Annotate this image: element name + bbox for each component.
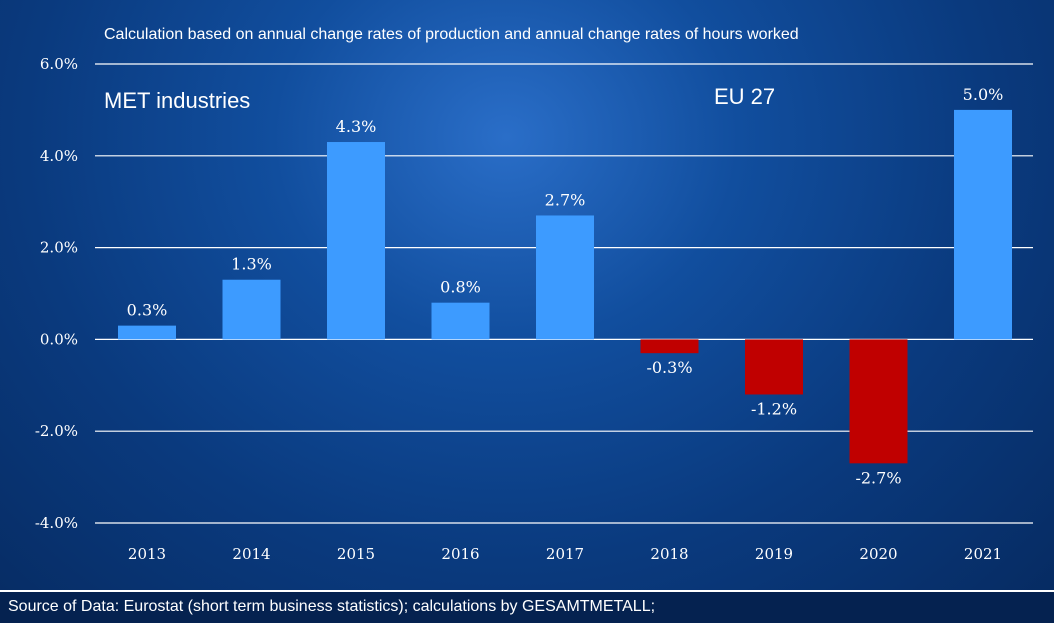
data-label-2016: 0.8%	[440, 278, 481, 297]
bar-2016	[431, 302, 490, 340]
y-tick-label: 4.0%	[40, 147, 78, 165]
data-label-2013: 0.3%	[127, 301, 168, 320]
bar-2020	[849, 339, 908, 464]
y-tick-label: 6.0%	[40, 55, 78, 73]
x-tick-label: 2017	[546, 545, 584, 563]
bar-chart: 6.0%4.0%2.0%0.0%-2.0%-4.0% 0.3%1.3%4.3%0…	[35, 55, 1012, 563]
bar-2019	[745, 339, 803, 395]
x-tick-label: 2015	[337, 545, 375, 563]
bar-2015	[327, 142, 385, 340]
data-label-2018: -0.3%	[646, 358, 692, 377]
y-axis-ticks: 6.0% 4.0% 2.0% 0.0% -2.0% -4.0%	[35, 55, 78, 532]
x-tick-label: 2019	[755, 545, 793, 563]
source-footer: Source of Data: Eurostat (short term bus…	[0, 590, 1054, 623]
x-tick-label: 2014	[232, 545, 270, 563]
data-label-2019: -1.2%	[751, 399, 797, 418]
x-axis-ticks: 2013 2014 2015 2016 2017 2018 2019 2020 2021	[128, 545, 1002, 563]
x-tick-label: 2013	[128, 545, 166, 563]
y-tick-label: -2.0%	[35, 422, 78, 440]
bars	[118, 109, 1012, 464]
bar-2021	[954, 109, 1012, 340]
data-label-2017: 2.7%	[545, 190, 586, 209]
bar-2014	[222, 279, 281, 340]
y-tick-label: 0.0%	[40, 330, 78, 348]
y-tick-label: 2.0%	[40, 239, 78, 257]
x-tick-label: 2020	[859, 545, 897, 563]
x-tick-label: 2021	[964, 545, 1002, 563]
chart-subtitle: Calculation based on annual change rates…	[104, 26, 799, 43]
industry-label: MET industries	[104, 88, 251, 113]
bar-2018	[640, 339, 699, 354]
data-label-2015: 4.3%	[336, 117, 377, 136]
region-label: EU 27	[714, 84, 776, 109]
data-label-2014: 1.3%	[231, 255, 272, 274]
x-tick-label: 2018	[650, 545, 688, 563]
bar-2013	[118, 325, 176, 340]
x-tick-label: 2016	[441, 545, 479, 563]
data-label-2020: -2.7%	[855, 468, 901, 487]
data-labels: 0.3% 1.3% 4.3% 0.8% 2.7% -0.3% -1.2% -2.7% 5.0%	[127, 85, 1004, 487]
data-label-2021: 5.0%	[963, 85, 1004, 104]
source-text: Source of Data: Eurostat (short term bus…	[8, 598, 656, 615]
bar-2017	[536, 215, 594, 340]
y-tick-label: -4.0%	[35, 514, 78, 532]
